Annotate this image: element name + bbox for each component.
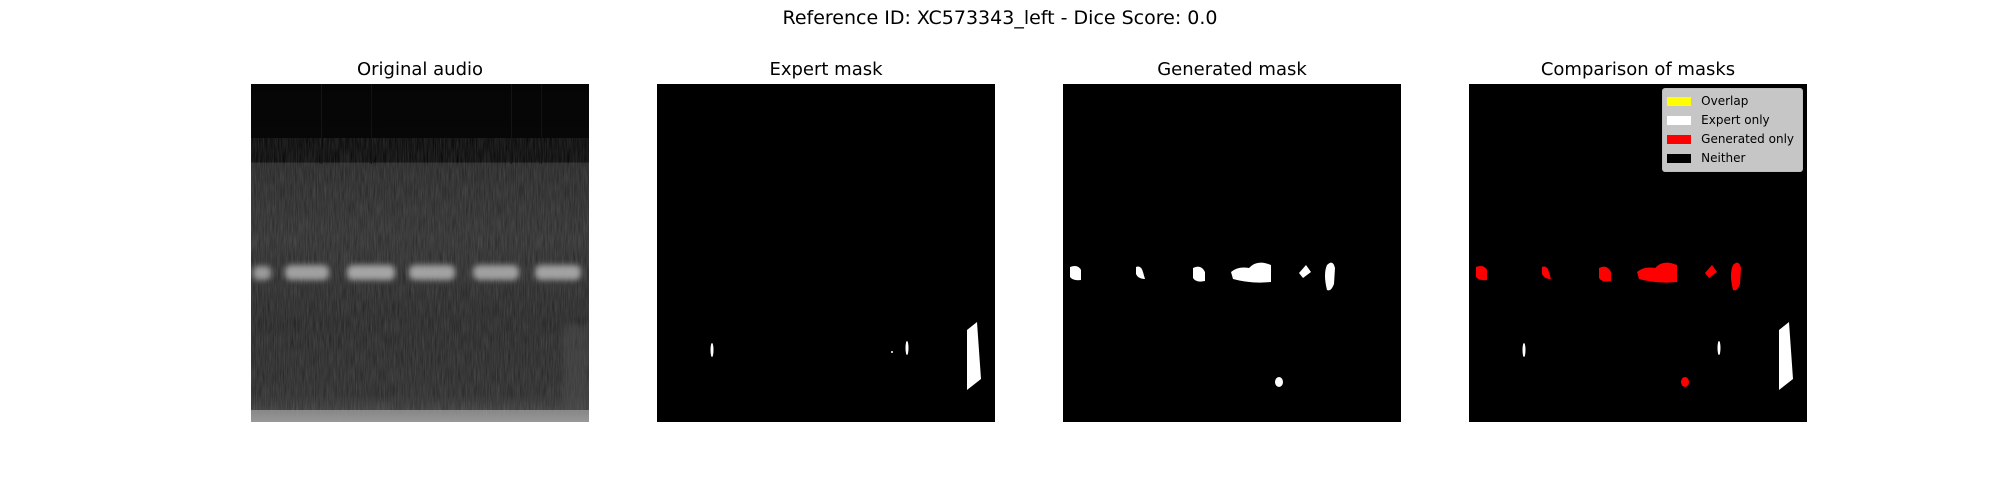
legend-label: Generated only	[1701, 132, 1794, 146]
generated-mask-region	[1231, 262, 1271, 283]
legend-swatch-generated-only	[1667, 135, 1692, 144]
expert-mask-region	[710, 343, 714, 357]
generated-mask-image	[1063, 84, 1401, 422]
generated-mask-title: Generated mask	[1157, 59, 1307, 80]
expert-mask-region	[967, 322, 981, 390]
generated-only-region	[1637, 262, 1677, 283]
expert-mask-graphic	[657, 84, 995, 422]
generated-only-region	[1681, 377, 1689, 387]
spectrogram-graphic	[251, 84, 589, 422]
generated-mask-graphic	[1063, 84, 1401, 422]
generated-mask-region	[1275, 377, 1283, 387]
generated-mask-region	[1325, 262, 1335, 291]
legend-item-generated-only: Generated only	[1667, 130, 1794, 149]
legend-label: Expert only	[1701, 113, 1770, 127]
expert-only-region	[1779, 322, 1793, 390]
legend-label: Neither	[1701, 151, 1746, 165]
original-audio-panel: Original audio	[251, 58, 589, 422]
original-audio-title: Original audio	[356, 59, 484, 80]
legend-item-overlap: Overlap	[1667, 92, 1794, 111]
generated-mask-panel: Generated mask	[1063, 58, 1401, 422]
expert-only-region	[1717, 341, 1721, 355]
expert-only-region	[1522, 343, 1526, 357]
expert-mask-region	[891, 351, 893, 353]
expert-mask-panel: Expert mask	[657, 58, 995, 422]
comparison-legend: Overlap Expert only Generated only Neith…	[1662, 88, 1803, 172]
figure-title: Reference ID: XC573343_left - Dice Score…	[782, 7, 1218, 29]
generated-only-region	[1476, 266, 1487, 281]
expert-mask-image	[657, 84, 995, 422]
generated-only-region	[1705, 265, 1717, 278]
legend-item-expert-only: Expert only	[1667, 111, 1794, 130]
generated-mask-region	[1070, 266, 1081, 281]
expert-mask-title: Expert mask	[769, 59, 883, 80]
generated-mask-region	[1193, 266, 1205, 282]
legend-item-neither: Neither	[1667, 149, 1794, 168]
legend-swatch-expert-only	[1667, 116, 1692, 125]
comparison-title: Comparison of masks	[1540, 59, 1736, 80]
legend-swatch-neither	[1667, 154, 1692, 163]
generated-only-region	[1731, 262, 1741, 291]
legend-swatch-overlap	[1667, 97, 1692, 106]
expert-mask-region	[905, 341, 909, 355]
generated-mask-region	[1299, 265, 1311, 278]
comparison-image: Overlap Expert only Generated only Neith…	[1469, 84, 1807, 422]
generated-only-region	[1599, 266, 1611, 282]
generated-only-region	[1542, 266, 1551, 279]
comparison-panel: Comparison of masks Overlap Expert o	[1469, 58, 1807, 422]
spectrogram-image	[251, 84, 589, 422]
legend-label: Overlap	[1701, 94, 1749, 108]
generated-mask-region	[1136, 266, 1145, 279]
